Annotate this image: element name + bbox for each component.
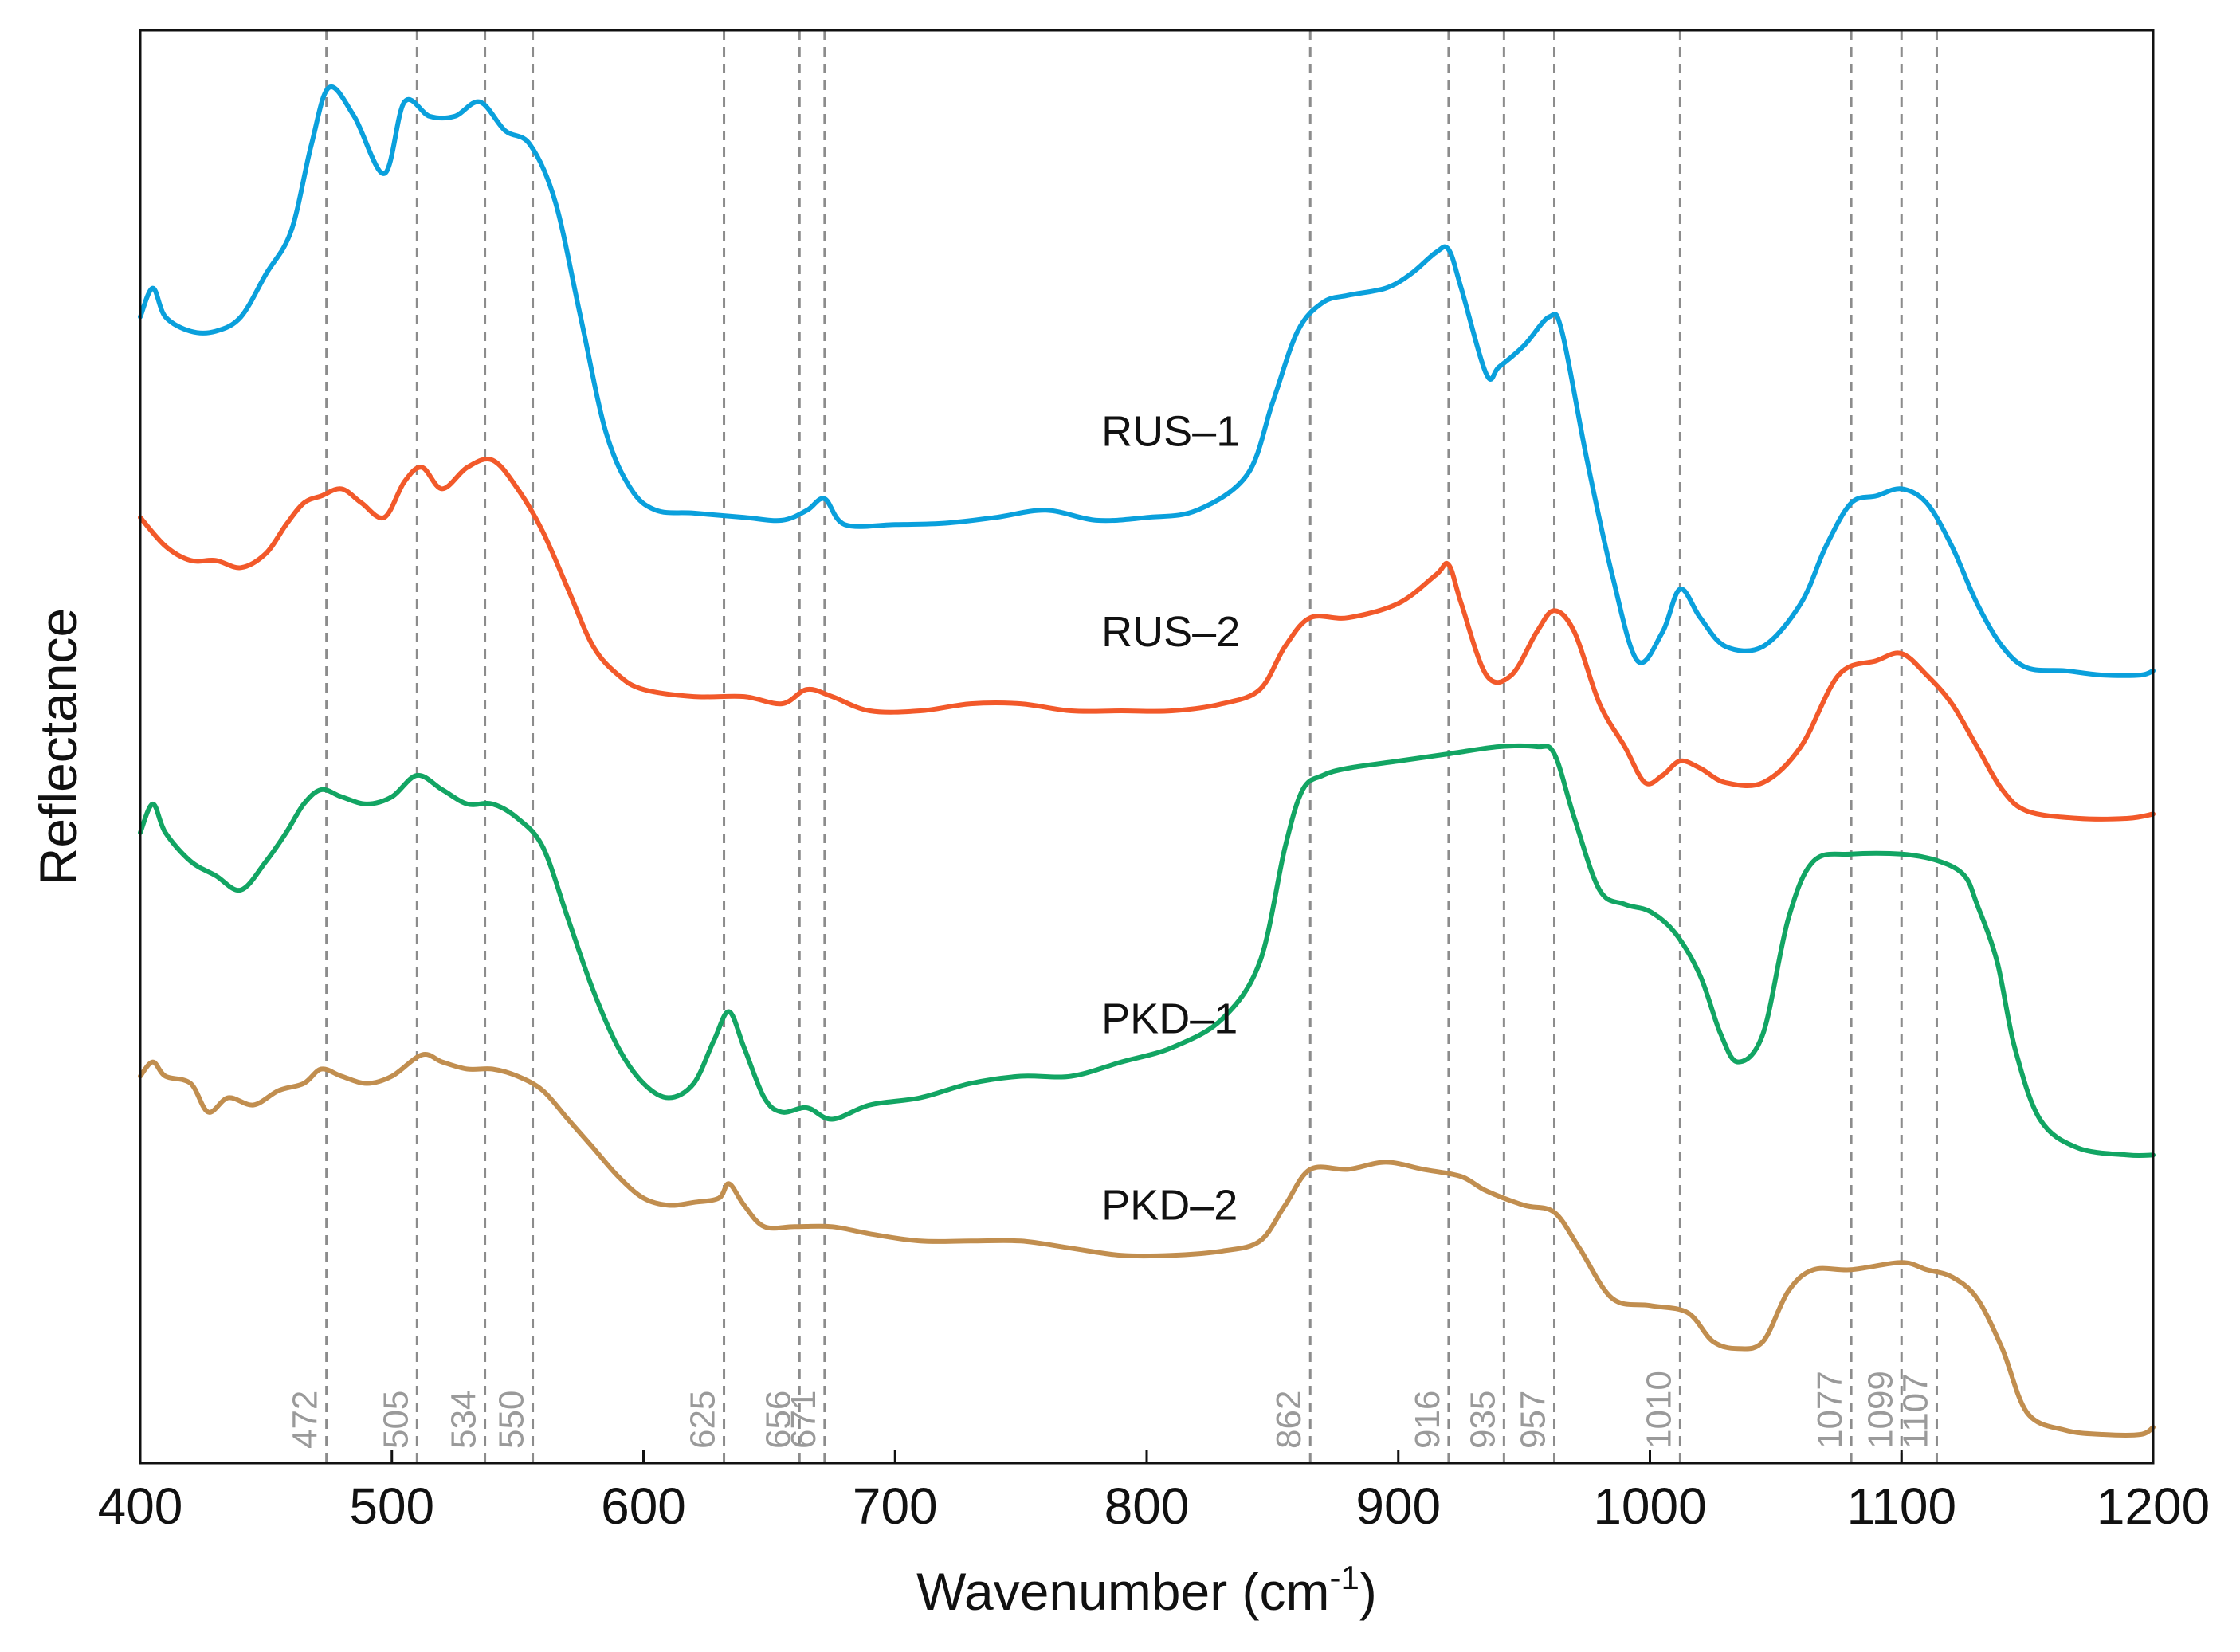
reference-label-625: 625 (684, 1391, 723, 1449)
x-axis: 400 500 600 700 800 900 1000 1100 1200 (98, 1450, 2210, 1535)
reference-label-671: 671 (784, 1391, 823, 1449)
series-line-pkd-2 (138, 1052, 2156, 1438)
series-line-rus-1 (138, 84, 2156, 678)
x-tick-label-900: 900 (1355, 1477, 1441, 1535)
plot-frame (139, 29, 2155, 1465)
x-tick-label-1200: 1200 (2097, 1477, 2210, 1535)
series-line-rus-2 (138, 457, 2156, 822)
reference-label-1010: 1010 (1639, 1371, 1678, 1449)
x-axis-label-close: ) (1359, 1562, 1377, 1621)
series-label-pkd-1: PKD–1 (1101, 995, 1238, 1043)
series-label-rus-1: RUS–1 (1101, 407, 1240, 455)
x-axis-label-main: Wavenumber (cm (916, 1562, 1329, 1621)
x-tick-label-600: 600 (601, 1477, 686, 1535)
x-tick-label-700: 700 (853, 1477, 938, 1535)
x-tick-label-1100: 1100 (1846, 1477, 1956, 1535)
reference-label-935: 935 (1463, 1391, 1502, 1449)
reference-label-862: 862 (1269, 1391, 1308, 1449)
series-line-pkd-1 (138, 743, 2156, 1159)
y-axis-label: Reflectance (29, 608, 88, 886)
x-tick-label-1000: 1000 (1593, 1477, 1706, 1535)
x-tick-label-800: 800 (1104, 1477, 1190, 1535)
reference-label-1077: 1077 (1810, 1371, 1850, 1449)
series-lines (138, 84, 2156, 1438)
x-tick-label-500: 500 (349, 1477, 434, 1535)
series-label-pkd-2: PKD–2 (1101, 1181, 1238, 1229)
x-axis-label: Wavenumber (cm-1) (916, 1559, 1377, 1621)
x-tick-label-400: 400 (98, 1477, 183, 1535)
reference-label-472: 472 (286, 1391, 325, 1449)
reference-label-550: 550 (492, 1391, 532, 1449)
reference-label-916: 916 (1408, 1391, 1447, 1449)
series-label-rus-2: RUS–2 (1101, 608, 1240, 656)
reference-label-1099: 1099 (1861, 1371, 1900, 1449)
reference-label-656: 656 (759, 1391, 798, 1449)
x-axis-label-superscript: -1 (1330, 1559, 1359, 1596)
reference-label-957: 957 (1514, 1391, 1553, 1449)
series-labels: RUS–1 RUS–2 PKD–1 PKD–2 (1101, 407, 1240, 1229)
reference-label-534: 534 (445, 1391, 484, 1449)
reference-label-505: 505 (376, 1391, 415, 1449)
reference-label-1107: 1107 (1896, 1373, 1935, 1449)
